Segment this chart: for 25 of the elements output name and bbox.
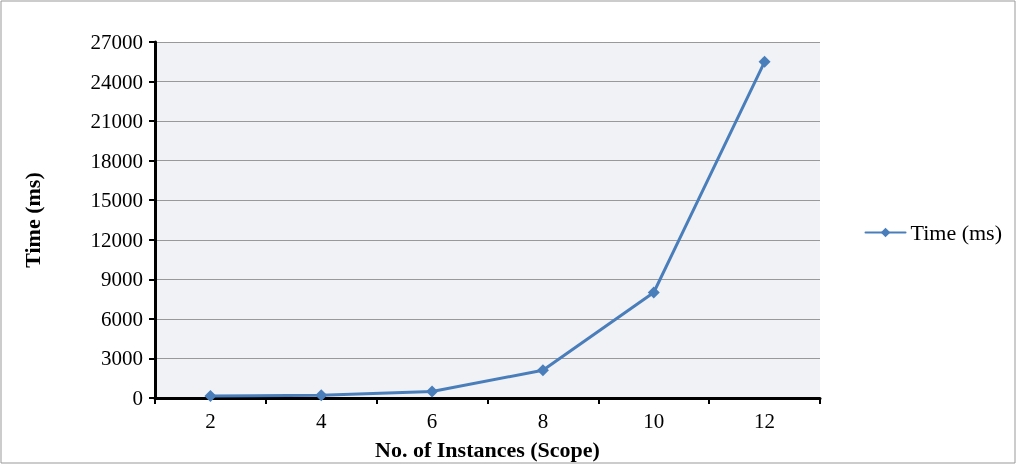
y-tick-label: 15000: [90, 188, 143, 213]
y-tick-label: 12000: [90, 227, 143, 252]
point: [758, 55, 771, 68]
x-tick-label: 8: [537, 408, 549, 433]
x-tick-label: 2: [205, 408, 216, 433]
point: [204, 390, 217, 403]
x-tick-label: 10: [643, 408, 665, 433]
y-tick-label: 21000: [90, 109, 143, 134]
y-tick-label: 9000: [101, 267, 143, 292]
x-axis-title: No. of Instances (Scope): [375, 436, 600, 462]
x-tick-label: 4: [316, 408, 327, 433]
point: [536, 364, 549, 377]
y-tick-label: 0: [132, 386, 143, 410]
point: [647, 286, 660, 299]
point: [315, 389, 328, 402]
x-tick-label: 6: [426, 408, 438, 433]
point: [426, 385, 439, 398]
y-axis-title: Time (ms): [19, 172, 45, 268]
y-tick-label: 6000: [101, 306, 143, 331]
x-tick-label: 12: [754, 408, 776, 433]
legend-label: Time (ms): [910, 220, 1002, 245]
y-tick-label: 27000: [90, 30, 143, 54]
y-tick-label: 24000: [90, 69, 143, 94]
y-tick-label: 3000: [101, 346, 143, 371]
y-tick-label: 18000: [90, 148, 143, 173]
